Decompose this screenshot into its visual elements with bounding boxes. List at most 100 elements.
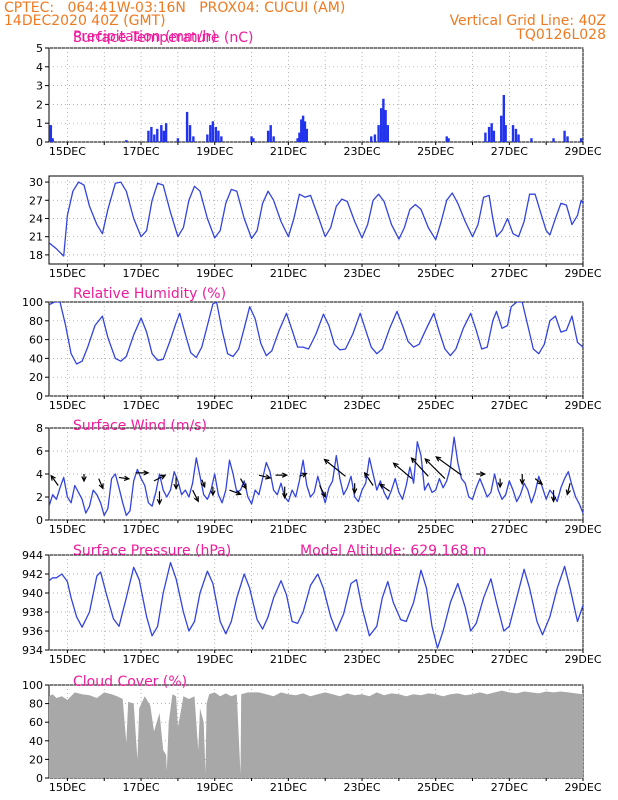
precip-bar [445,136,448,142]
x-tick-label: 19DEC [196,145,233,158]
precip-bar [298,132,301,142]
header-grid-line: Vertical Grid Line: 40Z [449,13,606,29]
x-tick-label: 29DEC [564,399,601,412]
x-tick-label: 15DEC [49,781,86,794]
x-tick-label: 17DEC [123,653,160,666]
x-tick-label: 27DEC [491,145,528,158]
series-line-pres [49,561,583,649]
x-tick-label: 29DEC [564,267,601,280]
precip-bar [502,95,506,142]
cloud-cover-area [49,690,583,778]
x-tick-label: 15DEC [49,267,86,280]
wind-arrow-head [241,483,247,490]
precip-bar [305,128,308,142]
wind-arrow-head [351,488,358,495]
precip-bar [487,126,491,142]
precip-bar [370,136,373,142]
data-layer [49,690,583,778]
precip-bar [373,134,377,142]
panel-title: Surface Temperature (nC) [73,30,254,46]
series-line-rh [49,302,583,365]
y-tick-label: 3 [36,80,43,93]
panel-precip: 0 1 2 3 4 5 15DEC 17DEC 19DEC 21DEC 23DEC 25DEC 27DE… [36,29,602,158]
y-tick-label: 0 [36,136,43,149]
panel-title: Cloud Cover (%) [73,674,187,690]
x-tick-label: 19DEC [196,267,233,280]
x-tick-label: 27DEC [491,653,528,666]
precip-bar [252,138,255,142]
x-tick-label: 25DEC [417,781,454,794]
wind-arrow-head [98,483,104,490]
y-tick-label: 940 [22,587,43,600]
precip-bar [272,136,275,142]
wind-arrow [153,474,166,482]
x-tick-label: 29DEC [564,781,601,794]
y-tick-label: 4 [36,468,43,481]
x-tick-label: 29DEC [564,145,601,158]
wind-arrow-head [378,483,385,489]
wind-arrow-head [424,458,431,464]
x-tick-label: 25DEC [417,267,454,280]
y-tick-label: 27 [29,194,43,207]
y-tick-label: 24 [29,212,43,225]
x-tick-label: 25DEC [417,653,454,666]
precip-bar [160,125,163,142]
x-tick-label: 19DEC [196,399,233,412]
precip-bar [49,125,53,142]
y-tick-label: 2 [36,98,43,111]
y-tick-label: 5 [36,42,43,55]
panel-cloud: 0 20 40 60 80 100 15DEC 17DEC 19DEC 21DEC 23DEC 25D… [22,674,602,794]
y-tick-label: 0 [36,772,43,785]
wind-arrow-head [281,493,288,500]
wind-arrow-head [323,458,330,465]
x-tick-label: 23DEC [343,267,380,280]
wind-arrow-head [173,483,179,490]
x-tick-label: 23DEC [343,781,380,794]
panel-rh: 0 20 40 60 80 100 15DEC 17DEC 19DEC 21DEC 23DEC 25D… [22,286,602,412]
precip-bar [209,125,212,142]
y-tick-label: 0 [36,390,43,403]
wind-arrow-head [519,479,525,486]
precip-bar [500,115,503,142]
x-tick-label: 23DEC [343,523,380,536]
wind-arrow-head [143,470,150,476]
precip-bar [185,111,189,142]
wind-arrow [435,456,462,476]
precip-bar [206,134,209,142]
wind-arrow-head [550,496,557,503]
precip-bar [51,138,54,142]
wind-arrow-head [565,489,571,496]
y-tick-label: 18 [29,249,43,262]
x-tick-label: 23DEC [343,399,380,412]
x-tick-label: 29DEC [564,653,601,666]
x-tick-label: 27DEC [491,267,528,280]
wind-arrow [239,478,247,489]
wind-arrow [118,476,129,480]
y-tick-label: 934 [22,644,43,657]
x-tick-label: 25DEC [417,523,454,536]
y-tick-label: 942 [22,568,43,581]
x-tick-label: 27DEC [491,399,528,412]
wind-arrow-head [156,499,163,506]
wind-arrow [229,489,241,495]
precip-bar [517,134,520,142]
y-tick-label: 40 [29,735,43,748]
precip-bar [377,125,380,142]
precip-bar [217,130,220,142]
wind-arrow [534,478,543,485]
y-tick-label: 2 [36,491,43,504]
wind-arrow-head [210,490,216,497]
wind-arrow-head [363,471,370,478]
y-tick-label: 80 [29,698,43,711]
y-tick-label: 6 [36,445,43,458]
precip-bar [514,128,518,142]
wind-arrow-head [265,474,272,480]
precip-bar [530,138,533,142]
precip-bar [269,125,272,142]
wind-arrow [324,459,346,477]
wind-arrow-head [81,476,87,483]
x-tick-label: 29DEC [564,523,601,536]
y-tick-label: 20 [29,753,43,766]
wind-arrow-head [160,474,167,480]
